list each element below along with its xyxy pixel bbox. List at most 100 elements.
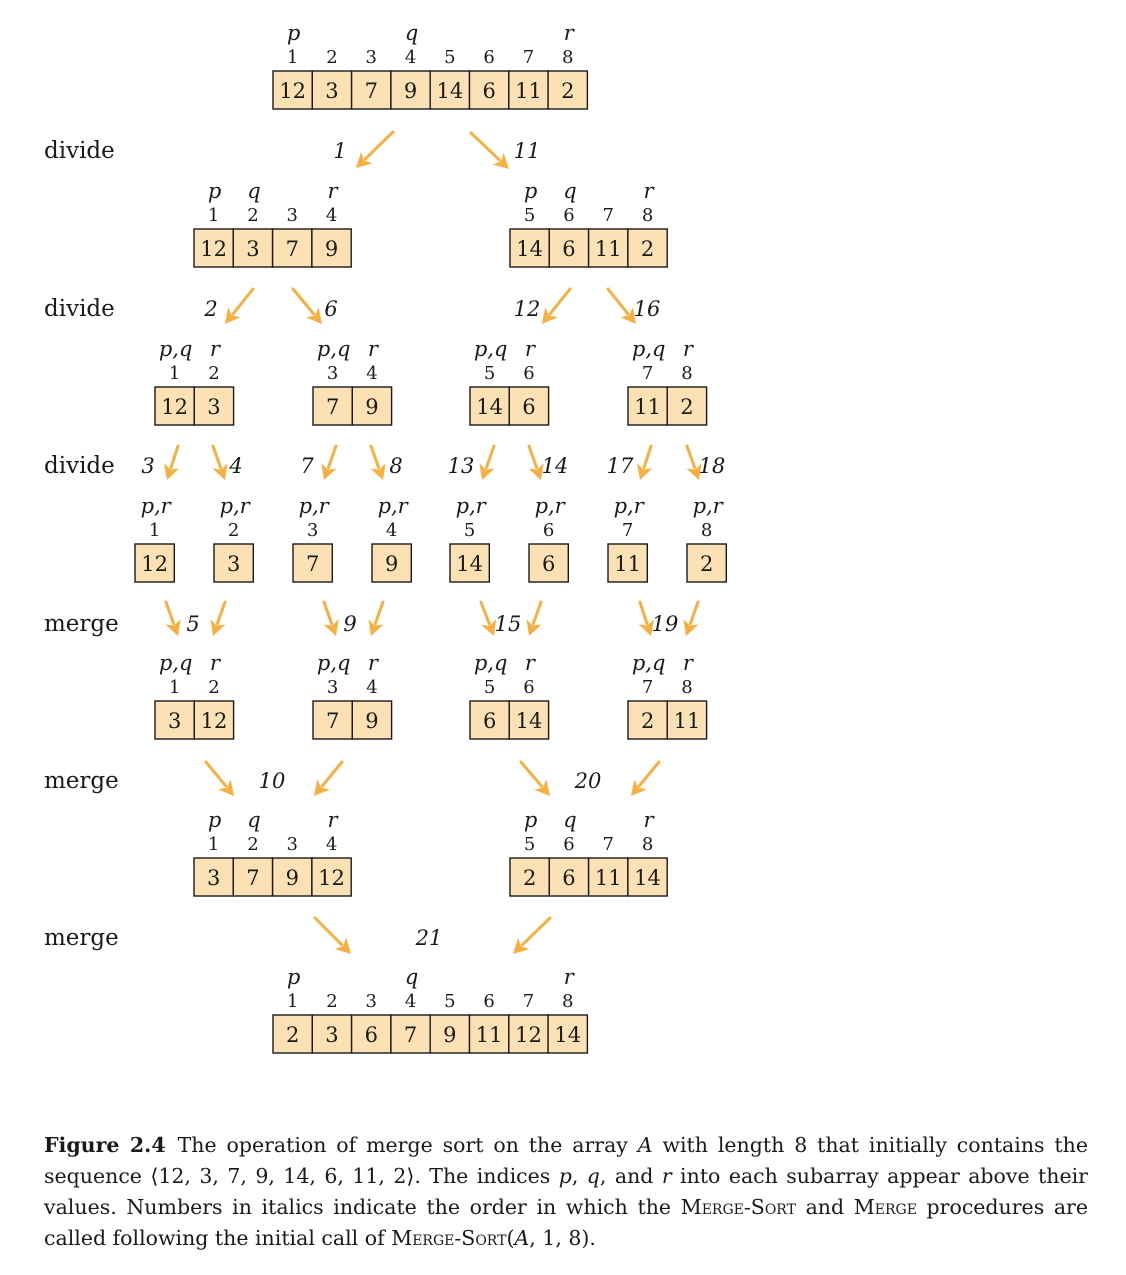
array-cell	[193, 228, 234, 268]
pointer-label: q	[247, 808, 260, 832]
call-arrow	[513, 916, 552, 954]
caption-text: with length 8 that initially contains th…	[44, 1133, 1089, 1188]
array-s6: 66p,r	[528, 494, 569, 583]
cell-value: 3	[207, 395, 220, 419]
cell-value: 2	[641, 237, 654, 261]
array-index: 6	[563, 834, 574, 855]
pointer-label: r	[525, 651, 537, 675]
array-cell	[371, 543, 412, 583]
call-arrow	[527, 444, 544, 480]
array-index: 3	[366, 991, 377, 1012]
array-cell	[469, 386, 510, 426]
cell-value: 6	[562, 866, 575, 890]
array-index: 2	[228, 520, 239, 541]
cell-value: 11	[595, 866, 622, 890]
cell-value: 6	[542, 552, 555, 576]
array-cell	[587, 857, 629, 897]
array-mRL: 6 14 5 6 p,q r	[469, 651, 550, 740]
pointer-label: r	[525, 337, 537, 361]
cell-value: 2	[700, 552, 713, 576]
call-arrow	[479, 600, 497, 636]
pointer-label: q	[405, 21, 418, 45]
cell-value: 12	[141, 552, 168, 576]
call-arrow	[637, 444, 653, 480]
array-index: 7	[642, 363, 653, 384]
arrows	[164, 130, 702, 954]
cell-value: 14	[516, 709, 543, 733]
pointer-label: p,q	[632, 651, 666, 675]
cell-value: 2	[523, 866, 536, 890]
array-cell	[193, 386, 235, 426]
array-cell	[271, 228, 313, 268]
caption-text: , 1, 8).	[529, 1226, 596, 1250]
array-cell	[509, 228, 550, 268]
array-index: 4	[386, 520, 397, 541]
array-cell	[350, 70, 392, 110]
array-index: 4	[405, 991, 416, 1012]
cell-value: 3	[325, 1023, 338, 1047]
pointer-label: r	[683, 651, 695, 675]
array-cell	[154, 700, 195, 740]
array-s7: 11 7p,r	[607, 494, 648, 583]
array-cell	[193, 857, 234, 897]
array-cell	[272, 70, 313, 110]
call-arrow	[606, 287, 636, 324]
pointer-label: r	[644, 179, 656, 203]
array-cell	[390, 70, 431, 110]
array-cell	[528, 543, 569, 583]
cell-value: 7	[326, 395, 339, 419]
array-index: 3	[327, 677, 338, 698]
cell-value: 2	[561, 79, 574, 103]
array-cell	[311, 70, 353, 110]
array-s3: 7 3p,r	[292, 494, 333, 583]
phase-label: divide	[44, 138, 115, 164]
array-cell	[508, 70, 549, 110]
pointer-label: p	[287, 21, 300, 45]
call-arrow	[321, 444, 338, 480]
cell-value: 12	[200, 237, 227, 261]
step-number: 7	[300, 454, 314, 478]
array-cell	[429, 1014, 471, 1054]
step-number: 9	[343, 612, 356, 636]
array-cell	[607, 543, 648, 583]
pointer-label: p,r	[535, 494, 567, 518]
cell-value: 2	[286, 1023, 299, 1047]
phase-labels: divide divide divide merge merge merge	[44, 138, 119, 951]
array-cell	[508, 386, 550, 426]
array-LR: 7 9 3 4 p,q r	[312, 337, 393, 426]
figure-caption: Figure 2.4 The operation of merge sort on…	[44, 1130, 1088, 1254]
array-index: 5	[444, 47, 455, 68]
array-index: 7	[622, 520, 633, 541]
cell-value: 14	[476, 395, 503, 419]
pointer-label: p,r	[378, 494, 410, 518]
array-index: 2	[208, 677, 219, 698]
array-index: 4	[366, 363, 377, 384]
array-cell	[548, 857, 590, 897]
cell-value: 7	[365, 79, 378, 103]
pointer-label: q	[247, 179, 260, 203]
pointer-label: p	[208, 179, 221, 203]
array-index: 5	[444, 991, 455, 1012]
array-cell	[350, 1014, 392, 1054]
call-arrow	[368, 600, 385, 636]
array-cell	[547, 70, 589, 110]
step-number: 2	[203, 297, 217, 321]
array-cell	[232, 857, 274, 897]
cell-value: 3	[168, 709, 181, 733]
array-L: 12 3 7 91 2 3 4p q r	[193, 179, 352, 268]
array-mLL: 3 121 2p,q r	[154, 651, 235, 740]
array-index: 5	[484, 677, 495, 698]
step-number: 15	[495, 612, 522, 636]
array-cell	[311, 228, 352, 268]
caption-var-r: r	[661, 1164, 672, 1188]
array-cell	[666, 386, 708, 426]
step-number: 12	[514, 297, 541, 321]
pointer-label: p,q	[632, 337, 666, 361]
cell-value: 14	[456, 552, 483, 576]
array-mLR: 7 9 3 4 p,q r	[312, 651, 393, 740]
caption-text: , and	[599, 1164, 662, 1188]
cell-value: 14	[516, 237, 543, 261]
array-cell	[311, 857, 352, 897]
